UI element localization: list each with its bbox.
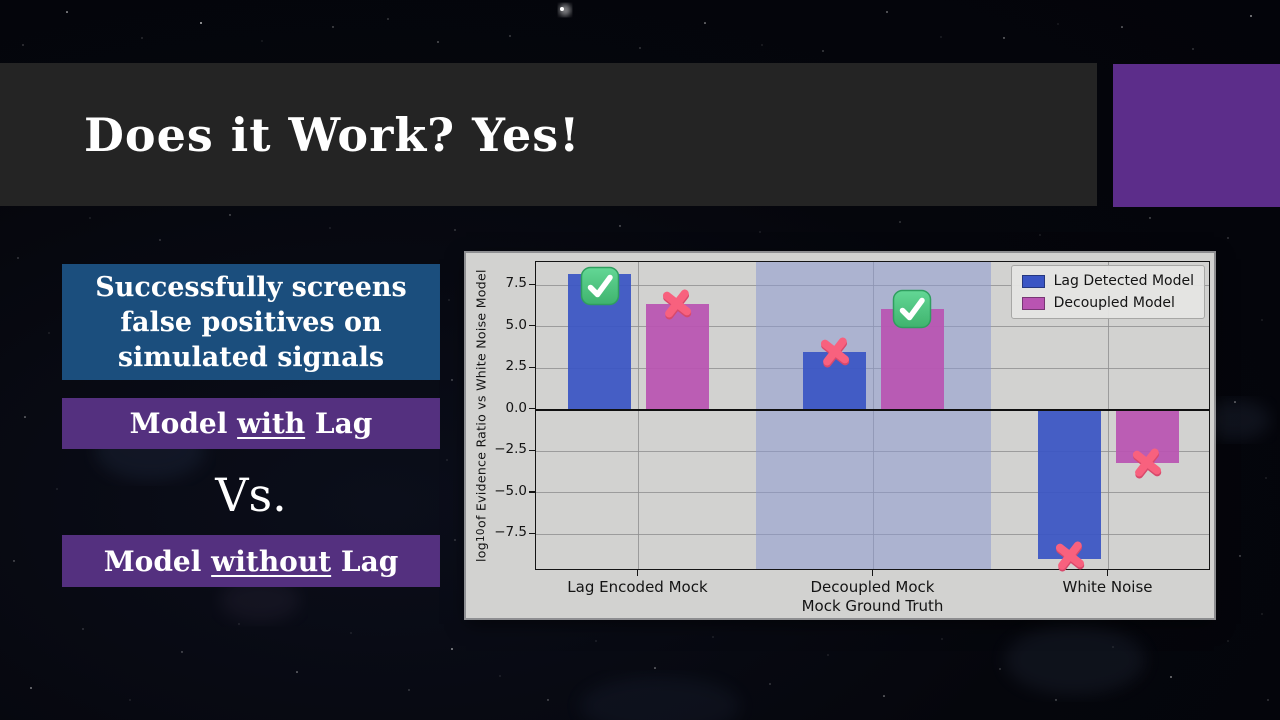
callout-line-3: simulated signals	[117, 341, 385, 373]
purple-accent-rectangle	[1113, 64, 1280, 207]
v-gridline	[1108, 262, 1110, 569]
y-tick-mark	[529, 532, 535, 535]
model-without-label: Model without Lag	[103, 544, 399, 578]
cross-icon	[1055, 541, 1084, 572]
highlight-band	[755, 262, 991, 569]
y-tick-mark	[529, 366, 535, 368]
x-tick-mark	[636, 570, 639, 576]
check-icon	[893, 289, 932, 328]
underlined-word: without	[211, 544, 332, 578]
zero-axis-line	[536, 408, 1209, 412]
evidence-ratio-chart: log 10 of Evidence Ratio vs White Noise M…	[464, 251, 1216, 620]
legend-entry: Lag Detected Model	[1021, 273, 1194, 289]
slide-title: Does it Work? Yes!	[84, 107, 581, 162]
vs-text: Vs.	[215, 468, 287, 522]
legend-swatch	[1021, 274, 1045, 288]
y-tick-label: 2.5	[505, 358, 527, 375]
y-tick-mark	[529, 325, 535, 327]
y-tick-label: −7.5	[494, 524, 527, 541]
legend-swatch	[1021, 296, 1045, 310]
cross-icon	[1133, 448, 1162, 479]
underlined-word: with	[237, 407, 306, 440]
y-tick-label: 7.5	[505, 275, 527, 292]
x-axis-label: Mock Ground Truth	[801, 597, 944, 615]
bar-lag-detected-model	[803, 351, 867, 410]
y-tick-label: 5.0	[505, 316, 527, 333]
cross-icon	[820, 337, 849, 368]
y-tick-label: 0.0	[505, 399, 527, 416]
cross-icon	[663, 289, 692, 320]
y-tick-label: −2.5	[494, 441, 527, 458]
x-tick-mark	[1106, 570, 1109, 576]
model-with-label: Model with Lag	[129, 407, 373, 440]
bar-lag-detected-model	[1038, 409, 1102, 560]
y-tick-mark	[529, 491, 535, 493]
title-bar: Does it Work? Yes!	[0, 63, 1097, 206]
x-tick-label: Lag Encoded Mock	[567, 578, 708, 596]
v-gridline	[637, 262, 639, 569]
y-tick-label: −5.0	[494, 482, 527, 499]
legend-label: Decoupled Model	[1053, 295, 1175, 311]
chart-legend: Lag Detected Model Decoupled Model	[1010, 265, 1205, 319]
model-with-lag-box: Model with Lag	[62, 398, 440, 449]
callout-line-1: Successfully screens	[95, 271, 407, 303]
x-tick-label: White Noise	[1062, 578, 1153, 596]
y-tick-mark	[529, 283, 535, 285]
legend-entry: Decoupled Model	[1021, 295, 1194, 311]
plot-area: Lag Detected Model Decoupled Model	[535, 261, 1210, 572]
check-icon	[580, 266, 619, 305]
legend-label: Lag Detected Model	[1053, 273, 1194, 289]
bar-decoupled-model	[645, 303, 709, 410]
y-tick-mark	[529, 408, 535, 410]
bar-decoupled-model	[1115, 409, 1179, 463]
callout-line-2: false positives on	[120, 306, 382, 338]
callout-success-box: Successfully screens false positives on …	[62, 264, 440, 380]
y-tick-mark	[529, 449, 535, 451]
x-tick-mark	[871, 570, 874, 576]
model-without-lag-box: Model without Lag	[62, 535, 440, 587]
x-tick-label: Decoupled Mock	[810, 578, 935, 596]
